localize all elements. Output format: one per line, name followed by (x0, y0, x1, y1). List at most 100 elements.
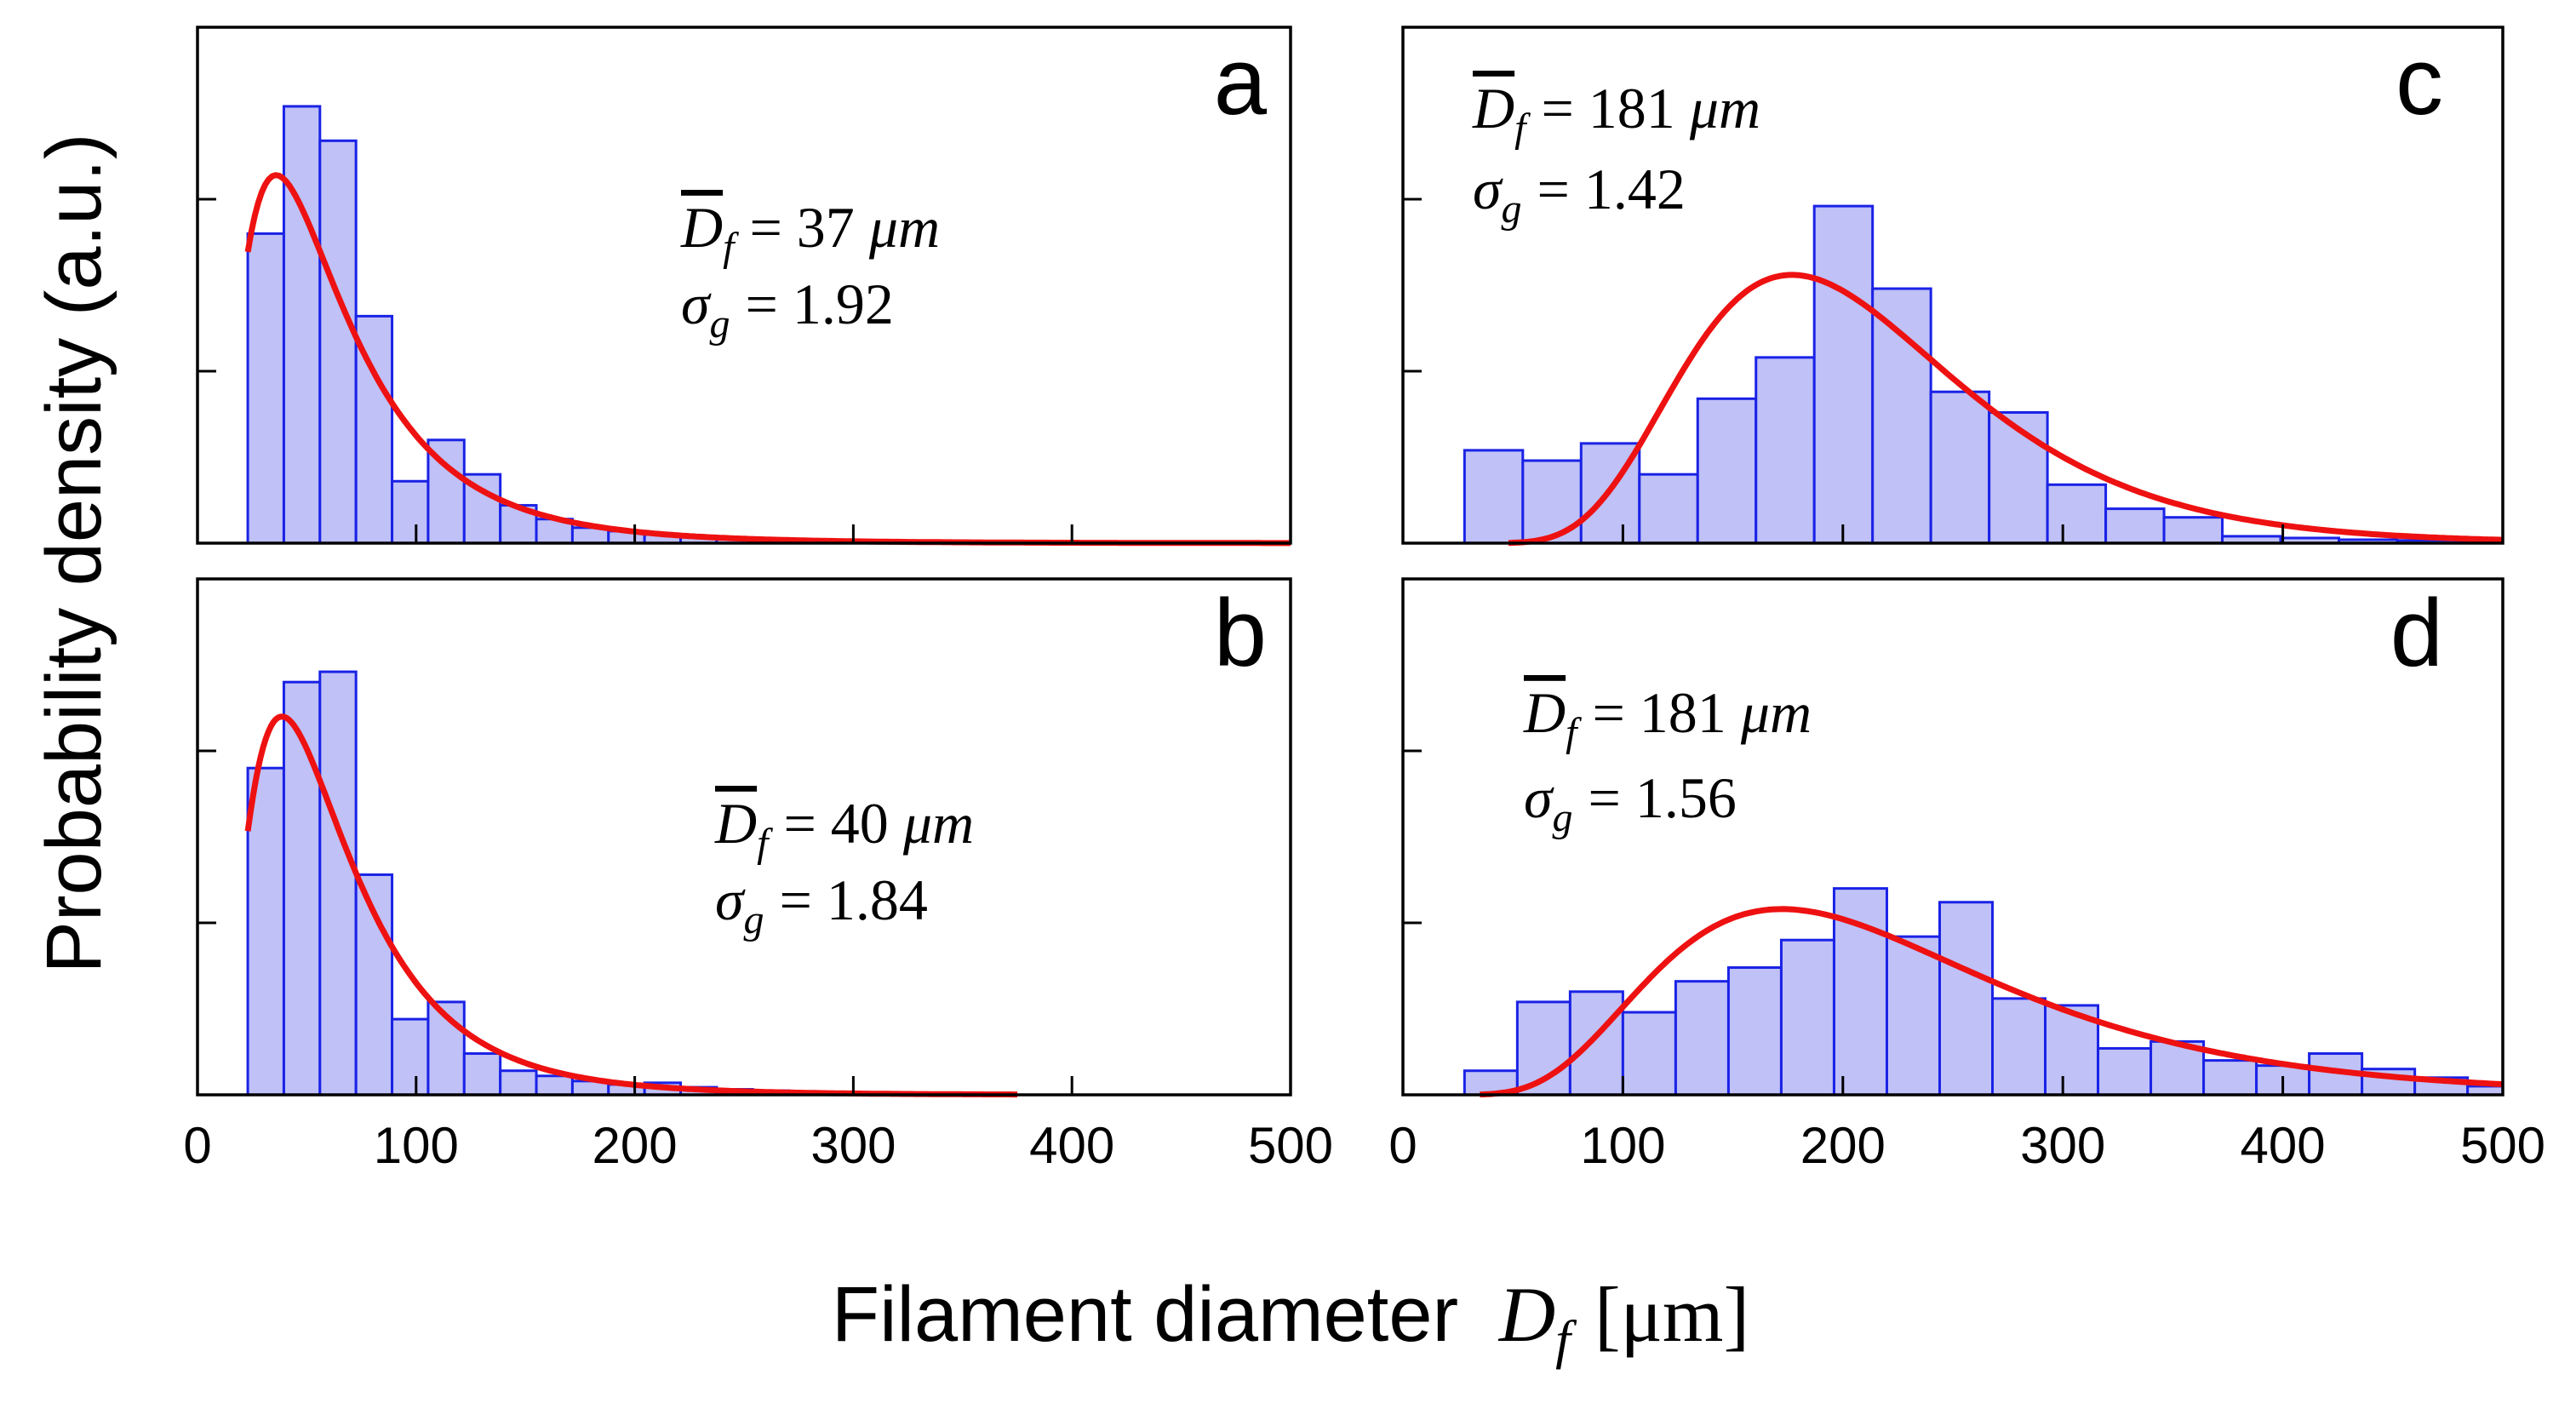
geometric-std-symbol: σ (715, 868, 746, 932)
histogram-bar (1988, 410, 2049, 545)
x-axis-label-symbol: D (1497, 1271, 1555, 1358)
lognormal-fit-curve-d (1480, 906, 2504, 1098)
histogram-bar (1885, 935, 1941, 1097)
x-tick-label: 100 (1580, 1117, 1665, 1174)
lognormal-fit-curve-c (1508, 272, 2504, 547)
geometric-std-text: σg = 1.84 (715, 868, 928, 942)
y-axis-label: Probability density (a.u.) (31, 134, 117, 974)
y-ticks-c (1403, 198, 1422, 373)
histogram-bar (1674, 980, 1730, 1097)
histogram-bar (318, 670, 358, 1097)
histogram-bar (499, 1069, 538, 1097)
histogram-bar (246, 766, 285, 1097)
geometric-std-subscript: g (1502, 186, 1522, 232)
x-tick-label: 500 (1248, 1117, 1333, 1174)
panel-label-b: b (1214, 580, 1267, 686)
mean-diameter-subscript: f (723, 225, 739, 270)
geometric-std-text: σg = 1.42 (1473, 157, 1686, 232)
histogram-bar (1779, 938, 1835, 1097)
x-ticks-d: 0 100 200 300 400 500 (1388, 1076, 2545, 1174)
mean-diameter-text: Df = 181 μm (1472, 76, 1760, 151)
x-tick-label: 0 (183, 1117, 211, 1174)
histogram-bar (1621, 1011, 1677, 1097)
histogram-bar (1991, 997, 2047, 1097)
mean-diameter-value: = 181 (1592, 680, 1740, 745)
histogram-bar (391, 479, 430, 545)
histogram-bar (1696, 397, 1758, 545)
mean-diameter-symbol: D (680, 195, 723, 260)
mean-diameter-value: = 37 (749, 195, 868, 260)
geometric-std-subscript: g (1553, 795, 1573, 840)
x-tick-label: 100 (374, 1117, 459, 1174)
mean-diameter-symbol: D (714, 791, 757, 856)
histogram-bar (2104, 507, 2166, 545)
fit-annotation-d: Df = 181 μm σg = 1.56 (1523, 680, 1812, 840)
histogram-bar (282, 680, 322, 1097)
histogram-bar (2046, 483, 2108, 545)
x-axis-label-sub: f (1555, 1309, 1577, 1370)
x-ticks-b: 0 100 200 300 400 500 (183, 1076, 1333, 1174)
plot-frame-a (196, 26, 1292, 545)
x-tick-label: 500 (2460, 1117, 2545, 1174)
histogram-bar (462, 1052, 502, 1097)
geometric-std-subscript: g (710, 301, 730, 346)
histogram-bar (1568, 990, 1624, 1097)
histogram-bar (1938, 901, 1995, 1097)
histogram-bar (391, 1017, 430, 1097)
geometric-std-text: σg = 1.92 (681, 272, 894, 346)
x-tick-label: 300 (2020, 1117, 2105, 1174)
histogram-bars-d (1463, 887, 2504, 1097)
geometric-std-value: = 1.42 (1537, 157, 1686, 221)
mean-diameter-unit: μm (902, 791, 974, 856)
panel-d: 0 100 200 300 400 500 d Df = 181 μm σg = 1.56 (1388, 577, 2545, 1174)
x-tick-label: 400 (1029, 1117, 1114, 1174)
histogram-bar (2162, 516, 2224, 545)
geometric-std-symbol: σ (1524, 765, 1554, 830)
mean-diameter-text: Df = 40 μm (714, 791, 974, 866)
histogram-bar (1521, 459, 1583, 545)
x-tick-label: 200 (1800, 1117, 1886, 1174)
histogram-bar (1929, 390, 1991, 545)
panel-label-a: a (1214, 28, 1268, 135)
plot-frame-d (1401, 577, 2504, 1097)
x-axis-label-unit: [μm] (1594, 1271, 1749, 1358)
mean-diameter-text: Df = 181 μm (1523, 680, 1812, 755)
y-ticks-a (197, 198, 216, 373)
x-tick-label: 400 (2241, 1117, 2326, 1174)
geometric-std-symbol: σ (1473, 157, 1503, 221)
y-ticks-b (197, 749, 216, 925)
panel-label-d: d (2390, 580, 2443, 686)
mean-diameter-symbol: D (1523, 680, 1566, 745)
mean-diameter-text: Df = 37 μm (680, 195, 940, 270)
mean-diameter-unit: μm (1740, 680, 1812, 745)
x-tick-label: 300 (810, 1117, 896, 1174)
mean-diameter-symbol: D (1472, 76, 1514, 140)
y-ticks-d (1403, 749, 1422, 925)
plot-frame-b (196, 577, 1292, 1097)
histogram-bar (1463, 449, 1525, 545)
histogram-bar (318, 139, 358, 545)
geometric-std-value: = 1.84 (780, 868, 928, 932)
mean-diameter-subscript: f (757, 821, 773, 866)
histogram-bar (282, 105, 322, 545)
x-ticks-a (196, 524, 1292, 543)
histogram-bar (1638, 472, 1699, 545)
plot-frame-c (1401, 26, 2504, 545)
x-axis-label: Filament diameter Df [μm] (832, 1271, 1749, 1370)
histogram-bar (535, 1074, 574, 1097)
geometric-std-text: σg = 1.56 (1524, 765, 1737, 840)
x-ticks-c (1401, 524, 2504, 543)
geometric-std-value: = 1.92 (746, 272, 894, 336)
x-tick-label: 0 (1388, 1117, 1417, 1174)
histogram-bar (246, 232, 285, 545)
panel-label-c: c (2396, 28, 2443, 135)
histogram-bars-c (1463, 204, 2504, 545)
x-axis-label-text: Filament diameter (832, 1271, 1458, 1358)
mean-diameter-subscript: f (1514, 106, 1531, 151)
mean-diameter-unit: μm (1689, 76, 1760, 140)
histogram-bar (1755, 356, 1816, 545)
